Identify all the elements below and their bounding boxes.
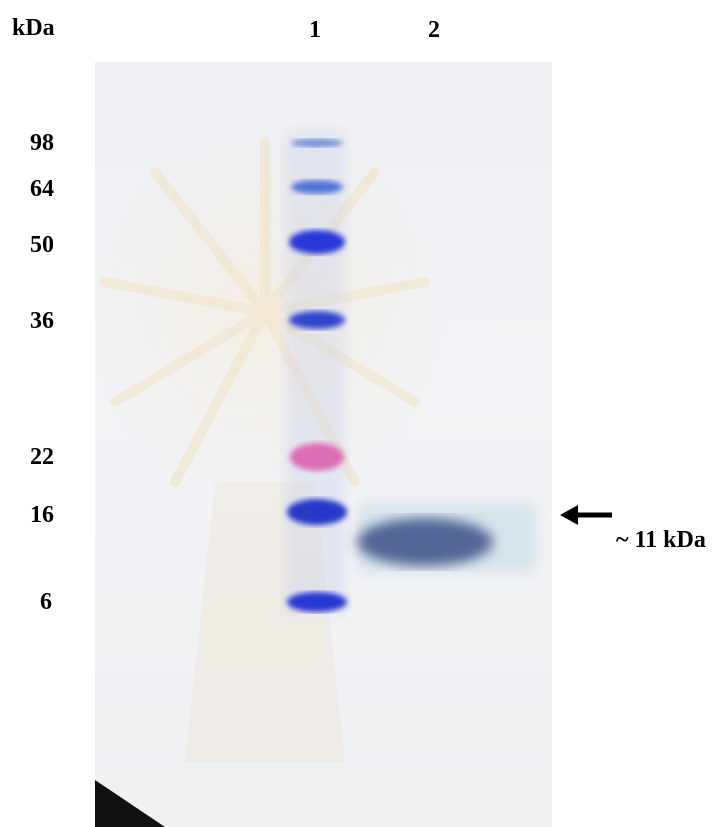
marker-band-36: [289, 311, 345, 329]
band-size-label: ~ 11 kDa: [616, 527, 706, 553]
marker-label-16: 16: [30, 502, 54, 528]
marker-label-22: 22: [30, 444, 54, 470]
marker-label-36: 36: [30, 308, 54, 334]
marker-band-64: [291, 180, 343, 194]
kda-unit-label: kDa: [12, 15, 55, 41]
marker-label-50: 50: [30, 232, 54, 258]
gel-dark-corner: [95, 780, 165, 827]
marker-band-22: [290, 443, 344, 471]
marker-band-6: [287, 592, 347, 612]
lane-1-smear: [285, 132, 345, 612]
watermark-seal: [95, 127, 450, 762]
lane-1-label: 1: [309, 17, 321, 43]
marker-label-98: 98: [30, 130, 54, 156]
gel-drawing: [95, 127, 537, 827]
marker-label-64: 64: [30, 176, 54, 202]
gel-image: [95, 62, 552, 827]
marker-band-98: [291, 139, 343, 147]
marker-band-16: [287, 499, 347, 525]
sample-band-11kda: [357, 518, 493, 566]
marker-band-50: [289, 230, 345, 254]
lane-2-label: 2: [428, 17, 440, 43]
arrow-left-icon: [560, 505, 612, 525]
marker-label-6: 6: [40, 589, 52, 615]
